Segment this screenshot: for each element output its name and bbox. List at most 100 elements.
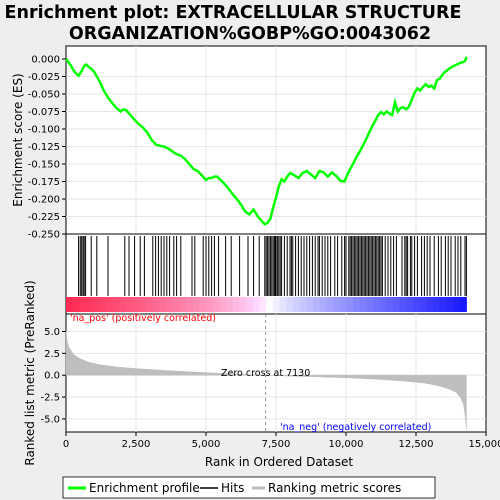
es-line [64, 56, 468, 226]
es-y-tick-label: -0.150 [28, 160, 60, 171]
color-bar-segment [179, 297, 187, 312]
color-bar-segment [319, 297, 327, 312]
color-bar-segment [92, 297, 100, 312]
color-bar-segment [252, 297, 261, 312]
color-bar-segment [459, 297, 467, 312]
na-neg-label: 'na_neg' (negatively correlated) [280, 422, 431, 433]
color-bar-segment [379, 297, 387, 312]
color-bar-segment [152, 297, 160, 312]
color-bar-segment [226, 297, 234, 312]
color-bar-segment [119, 297, 127, 312]
color-bar-segment [72, 297, 80, 312]
color-bar-segment [299, 297, 307, 312]
color-bar-segment [272, 297, 281, 312]
x-tick-label: 2,500 [122, 439, 151, 450]
metric-y-axis: 5.0 2.5 0.0 -2.5 -5.0 [40, 327, 66, 425]
color-bar-segment [246, 297, 254, 312]
x-tick-label: 15,000 [469, 439, 500, 450]
correlation-color-bar [66, 297, 467, 312]
color-bar-segment [306, 297, 314, 312]
metric-y-tick-label: 2.5 [44, 349, 60, 360]
es-y-tick-label: 0.000 [31, 55, 60, 66]
color-bar-segment [433, 297, 441, 312]
color-bar-segment [366, 297, 374, 312]
x-axis-label: Rank in Ordered Dataset [205, 455, 353, 469]
color-bar-segment [239, 297, 247, 312]
color-bar-segment [446, 297, 454, 312]
color-bar-segment [386, 297, 394, 312]
color-bar-segment [426, 297, 434, 312]
color-bar-segment [292, 297, 301, 312]
x-tick-label: 10,000 [329, 439, 364, 450]
color-bar-segment [399, 297, 407, 312]
color-bar-segment [159, 297, 167, 312]
color-bar-segment [139, 297, 147, 312]
color-bar-segment [232, 297, 241, 312]
color-bar-segment [359, 297, 367, 312]
es-line-group [64, 56, 468, 226]
color-bar-segment [99, 297, 107, 312]
es-y-axis: 0.000 -0.025 -0.050 -0.075 -0.100 -0.125 -0.15… [28, 55, 66, 241]
x-tick-label: 5,000 [192, 439, 221, 450]
color-bar-segment [126, 297, 134, 312]
color-bar-segment [79, 297, 87, 312]
color-bar-segment [372, 297, 381, 312]
color-bar-segment [146, 297, 154, 312]
es-y-tick-label: -0.225 [28, 212, 60, 223]
color-bar-segment [132, 297, 140, 312]
color-bar-segment [166, 297, 174, 312]
color-bar-segment [339, 297, 347, 312]
color-bar-segment [266, 297, 274, 312]
es-y-axis-label: Enrichment score (ES) [11, 73, 25, 206]
color-bar-segment [212, 297, 220, 312]
es-y-tick-label: -0.025 [28, 72, 60, 83]
es-y-tick-label: -0.050 [28, 90, 60, 101]
color-bar-segment [199, 297, 207, 312]
es-y-tick-label: -0.250 [28, 230, 60, 241]
es-y-tick-label: -0.200 [28, 195, 60, 206]
color-bar-segment [86, 297, 94, 312]
chart-title-line1: Enrichment plot: EXTRACELLULAR STRUCTURE [5, 3, 462, 23]
color-bar-segment [66, 297, 74, 312]
color-bar-segment [392, 297, 401, 312]
legend-box [62, 476, 436, 499]
color-bar-segment [312, 297, 321, 312]
zero-cross-label: Zero cross at 7130 [221, 368, 310, 379]
color-bar-segment [453, 297, 461, 312]
x-tick-label: 0 [63, 439, 69, 450]
color-bar-segment [332, 297, 341, 312]
color-bar-segment [192, 297, 200, 312]
legend-label-hits: Hits [221, 481, 244, 495]
es-y-tick-label: -0.175 [28, 177, 60, 188]
color-bar-segment [186, 297, 194, 312]
hits-group [78, 236, 467, 296]
es-y-tick-label: -0.075 [28, 107, 60, 118]
x-tick-label: 7,500 [262, 439, 291, 450]
metric-y-tick-label: -5.0 [40, 414, 60, 425]
es-y-tick-label: -0.100 [28, 125, 60, 136]
es-y-tick-label: -0.125 [28, 142, 60, 153]
x-tick-label: 12,500 [399, 439, 434, 450]
color-bar-segment [279, 297, 287, 312]
color-bar-segment [326, 297, 334, 312]
chart-title-line2: ORGANIZATION%GOBP%GO:0043062 [69, 24, 431, 44]
legend-label-ranking: Ranking metric scores [268, 481, 401, 495]
color-bar-segment [413, 297, 421, 312]
color-bar-segment [419, 297, 427, 312]
color-bar-segment [206, 297, 214, 312]
color-bar-segment [352, 297, 361, 312]
metric-y-axis-label: Ranked list metric (PreRanked) [23, 280, 37, 465]
metric-x-axis: 0 2,500 5,000 7,500 10,000 12,500 15,000 [63, 432, 500, 450]
color-bar-segment [259, 297, 267, 312]
metric-y-tick-label: 5.0 [44, 327, 60, 338]
color-bar-segment [406, 297, 414, 312]
color-bar-segment [439, 297, 447, 312]
metric-y-tick-label: 0.0 [44, 371, 60, 382]
es-gridlines [66, 46, 486, 234]
color-bar-segment [219, 297, 227, 312]
color-bar-segment [112, 297, 120, 312]
metric-y-tick-label: -2.5 [40, 393, 60, 404]
color-bar-segment [346, 297, 354, 312]
na-pos-label: 'na_pos' (positively correlated) [70, 313, 216, 324]
